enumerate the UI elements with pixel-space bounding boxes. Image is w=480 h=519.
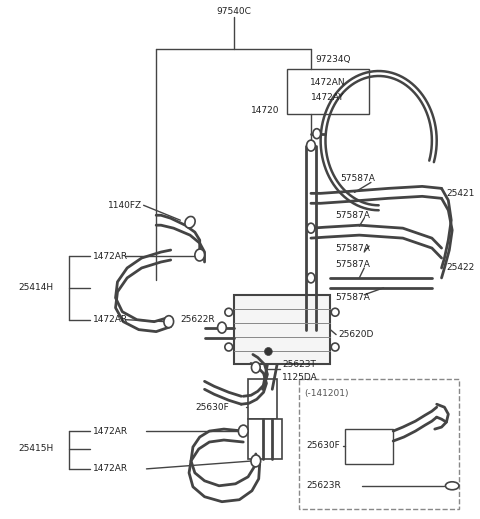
- Text: 57587A: 57587A: [335, 211, 370, 220]
- Text: 25630F: 25630F: [195, 403, 228, 412]
- Text: 25414H: 25414H: [19, 283, 54, 292]
- Text: (-141201): (-141201): [304, 389, 348, 398]
- Bar: [300, 379, 459, 509]
- Ellipse shape: [195, 249, 204, 261]
- Text: 1125DA: 1125DA: [282, 373, 318, 382]
- Text: 25622R: 25622R: [180, 315, 215, 324]
- Ellipse shape: [225, 308, 233, 316]
- Bar: [345, 429, 393, 464]
- Ellipse shape: [445, 482, 459, 490]
- Circle shape: [264, 348, 272, 356]
- Ellipse shape: [164, 316, 174, 327]
- Text: 57587A: 57587A: [335, 293, 370, 302]
- Text: 25415H: 25415H: [19, 444, 54, 454]
- Bar: [287, 69, 369, 114]
- Ellipse shape: [239, 425, 248, 437]
- Text: 1472AN: 1472AN: [310, 78, 345, 87]
- Text: 1472AY: 1472AY: [311, 93, 344, 102]
- Ellipse shape: [331, 308, 339, 316]
- Text: 1472AR: 1472AR: [93, 465, 129, 473]
- Text: 25623R: 25623R: [306, 481, 341, 490]
- Text: 57587A: 57587A: [340, 174, 375, 183]
- Ellipse shape: [331, 343, 339, 351]
- Ellipse shape: [225, 343, 233, 351]
- Ellipse shape: [217, 322, 226, 333]
- Bar: [234, 295, 330, 364]
- Text: 25620D: 25620D: [338, 330, 373, 339]
- Text: 25421: 25421: [446, 189, 475, 198]
- Ellipse shape: [307, 223, 315, 233]
- Text: 57587A: 57587A: [335, 261, 370, 269]
- Bar: [248, 379, 277, 419]
- Text: 1472AR: 1472AR: [93, 427, 129, 435]
- Ellipse shape: [307, 273, 315, 283]
- Text: 97540C: 97540C: [216, 7, 251, 16]
- Text: 25623T: 25623T: [282, 360, 316, 369]
- Ellipse shape: [251, 455, 261, 467]
- Text: 1472AR: 1472AR: [93, 315, 129, 324]
- Ellipse shape: [185, 216, 195, 228]
- Text: 1472AR: 1472AR: [93, 252, 129, 261]
- Text: 14720: 14720: [251, 106, 279, 115]
- Ellipse shape: [252, 362, 260, 373]
- Text: 57587A: 57587A: [335, 243, 370, 253]
- Ellipse shape: [313, 129, 321, 139]
- Bar: [248, 419, 282, 459]
- Text: 25630F: 25630F: [306, 442, 340, 450]
- Text: 97234Q: 97234Q: [316, 54, 351, 64]
- Ellipse shape: [307, 140, 315, 151]
- Text: 25422: 25422: [446, 264, 475, 272]
- Text: 1140FZ: 1140FZ: [108, 201, 142, 210]
